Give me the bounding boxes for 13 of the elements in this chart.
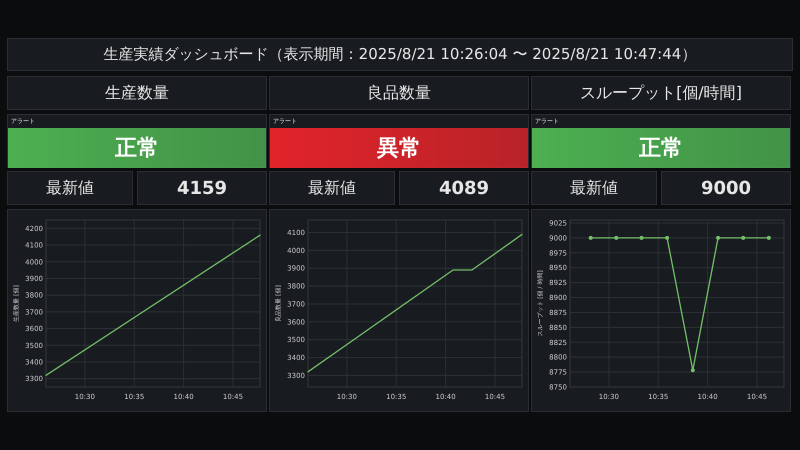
text: 生産実績ダッシュボード（表示期間：2025/8/21 10:26:04 〜 2025/8/21 10:47:44） xyxy=(104,45,696,64)
text: 最新値 xyxy=(46,178,94,198)
text: 異常 xyxy=(377,135,421,163)
text: スループット[個/時間] xyxy=(580,82,742,104)
text: 最新値 xyxy=(308,178,356,198)
text: 生産数量 xyxy=(105,82,169,104)
text: 4159 xyxy=(176,178,228,198)
text: 9000 xyxy=(700,178,752,198)
text: 正常 xyxy=(115,135,159,163)
text: 良品数量 xyxy=(367,82,431,104)
text: 最新値 xyxy=(570,178,618,198)
text: 4089 xyxy=(438,178,490,198)
text: 正常 xyxy=(639,135,683,163)
